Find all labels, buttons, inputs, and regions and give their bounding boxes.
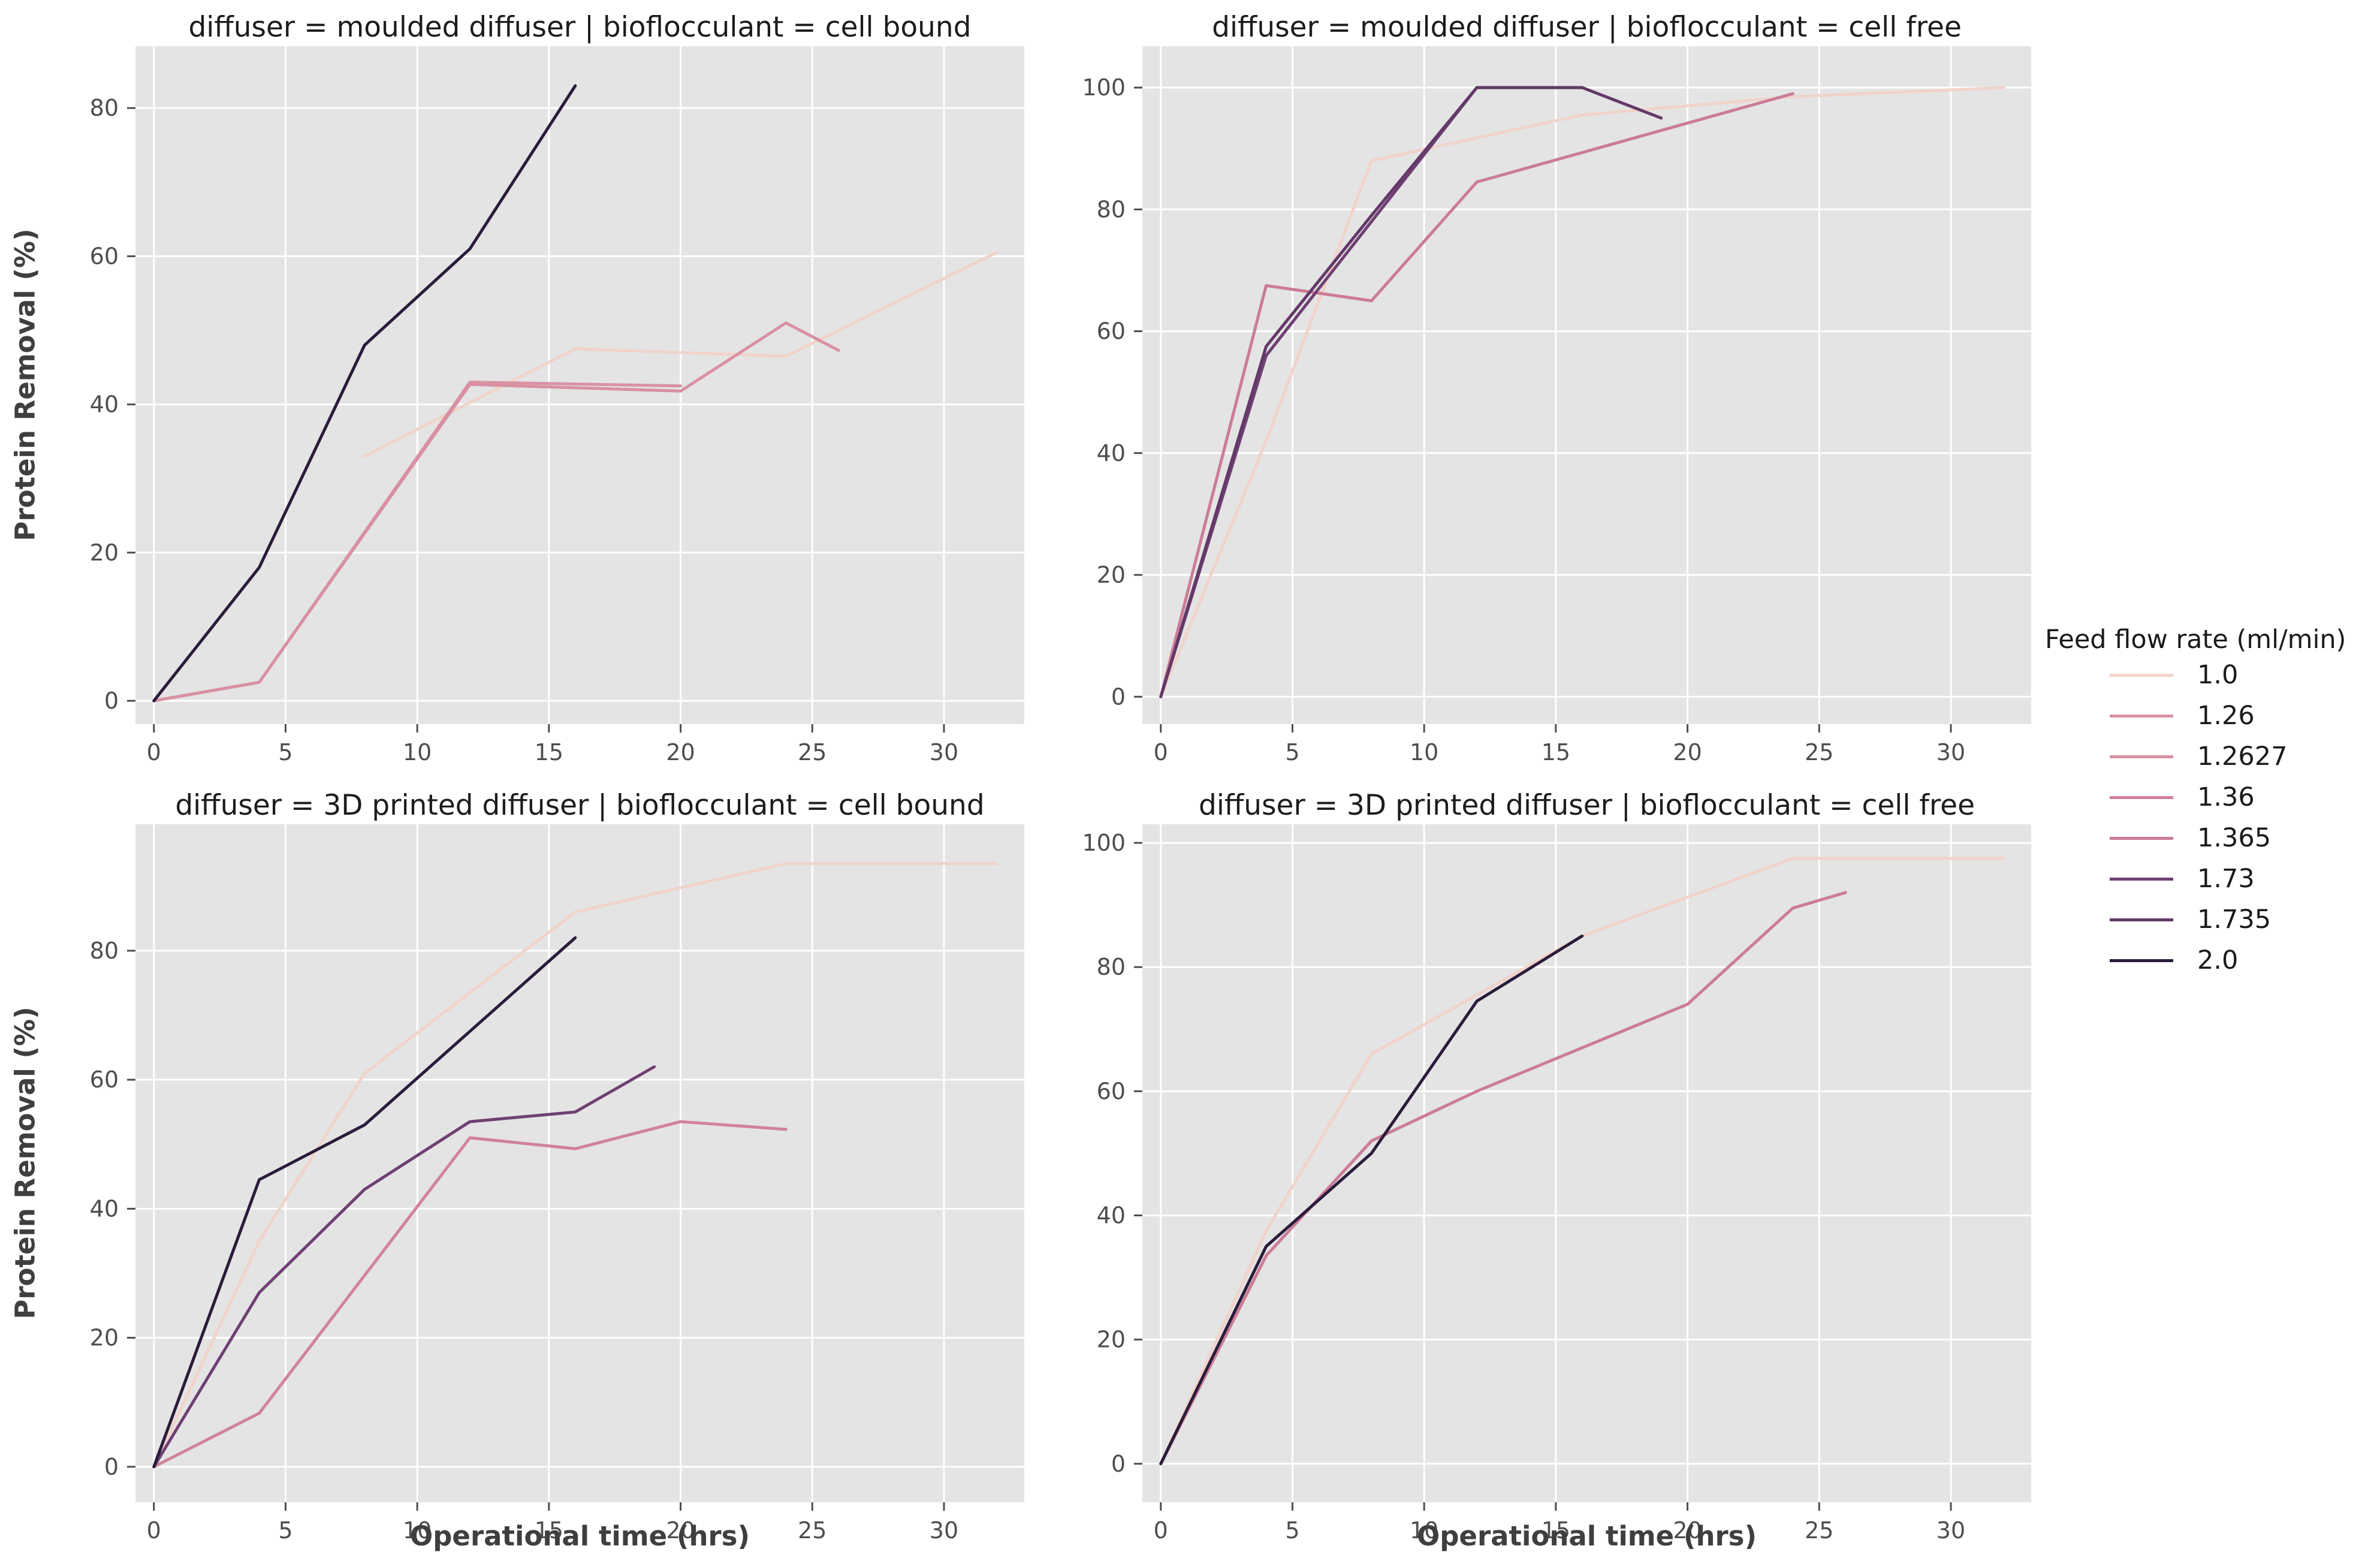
legend-line-swatch [2110, 714, 2173, 718]
legend-entries: 1.0 1.26 1.2627 1.36 1.365 1.73 1.735 2.0 [2045, 655, 2380, 981]
legend-line-swatch [2110, 836, 2173, 840]
svg-text:10: 10 [403, 739, 432, 766]
svg-text:25: 25 [798, 739, 826, 766]
svg-text:80: 80 [90, 938, 119, 964]
svg-text:40: 40 [90, 391, 119, 418]
facet-title-3dprinted-cell-bound: diffuser = 3D printed diffuser | biofloc… [175, 789, 985, 822]
legend-entry: 2.0 [2045, 940, 2380, 981]
legend-entry-label: 1.735 [2197, 905, 2272, 935]
svg-text:30: 30 [930, 1517, 958, 1544]
svg-text:60: 60 [90, 1066, 119, 1093]
legend-entry: 1.2627 [2045, 736, 2380, 777]
legend-entry: 1.73 [2045, 858, 2380, 899]
svg-text:5: 5 [1285, 739, 1299, 766]
svg-text:80: 80 [90, 95, 119, 121]
legend-entry: 1.735 [2045, 899, 2380, 940]
svg-text:10: 10 [1410, 739, 1438, 766]
legend-line-swatch [2110, 795, 2173, 799]
svg-text:0: 0 [147, 739, 161, 766]
legend-entry-label: 1.0 [2197, 660, 2239, 690]
svg-text:20: 20 [1673, 1517, 1702, 1544]
svg-text:10: 10 [1410, 1517, 1438, 1544]
svg-text:0: 0 [104, 1454, 119, 1480]
svg-text:20: 20 [1097, 1327, 1126, 1353]
legend-entry-label: 1.26 [2197, 701, 2255, 731]
svg-text:60: 60 [1097, 1078, 1126, 1104]
x-axis-label-left: Operational time (hrs) [409, 1520, 750, 1552]
legend-entry-label: 1.2627 [2197, 742, 2288, 772]
svg-text:15: 15 [535, 739, 563, 766]
svg-text:60: 60 [90, 243, 119, 269]
svg-text:0: 0 [1154, 739, 1168, 766]
svg-text:0: 0 [147, 1517, 161, 1544]
plot-area-moulded-cell-bound: 0 5 10 15 20 25 30 0 20 40 60 80 [90, 46, 1024, 766]
plot-area-3dprinted-cell-bound: 0 5 10 15 20 25 30 0 20 40 60 80 [90, 824, 1024, 1544]
svg-text:20: 20 [666, 1517, 695, 1544]
legend-line-swatch [2110, 673, 2173, 677]
svg-text:60: 60 [1097, 318, 1126, 345]
legend-line-swatch [2110, 755, 2173, 758]
svg-text:100: 100 [1082, 74, 1126, 101]
svg-text:25: 25 [1805, 1517, 1833, 1544]
svg-text:10: 10 [403, 1517, 432, 1544]
svg-text:0: 0 [104, 688, 119, 714]
plot-area-moulded-cell-free: 0 5 10 15 20 25 30 0 20 40 60 80 100 [1082, 46, 2031, 766]
legend-entry: 1.0 [2045, 655, 2380, 695]
legend-entry: 1.365 [2045, 818, 2380, 858]
legend-entry-label: 1.73 [2197, 864, 2255, 894]
y-axis-label-bottom-row: Protein Removal (%) [9, 1006, 41, 1319]
svg-text:40: 40 [1097, 440, 1126, 466]
legend-entry-label: 2.0 [2197, 945, 2239, 975]
legend-title: Feed flow rate (ml/min) [2045, 625, 2346, 655]
svg-text:80: 80 [1097, 954, 1126, 980]
legend: Feed flow rate (ml/min) 1.0 1.26 1.2627 1.3… [2045, 625, 2380, 981]
svg-text:40: 40 [1097, 1203, 1126, 1229]
legend-entry: 1.26 [2045, 695, 2380, 736]
legend-entry-label: 1.36 [2197, 782, 2255, 812]
svg-text:30: 30 [1936, 1517, 1965, 1544]
legend-line-swatch [2110, 959, 2173, 962]
svg-text:5: 5 [278, 739, 292, 766]
svg-text:20: 20 [666, 739, 695, 766]
svg-text:40: 40 [90, 1195, 119, 1222]
svg-text:0: 0 [1111, 1451, 1126, 1477]
facet-title-moulded-cell-free: diffuser = moulded diffuser | biofloccul… [1212, 11, 1962, 44]
svg-text:100: 100 [1082, 830, 1126, 856]
svg-text:5: 5 [1285, 1517, 1299, 1544]
svg-text:80: 80 [1097, 196, 1126, 222]
svg-text:25: 25 [1805, 739, 1833, 766]
svg-text:30: 30 [930, 739, 958, 766]
legend-entry-label: 1.365 [2197, 823, 2272, 853]
svg-text:20: 20 [1097, 562, 1126, 588]
svg-text:15: 15 [1542, 1517, 1570, 1544]
svg-text:15: 15 [1542, 739, 1570, 766]
svg-text:25: 25 [798, 1517, 826, 1544]
svg-text:0: 0 [1111, 683, 1126, 710]
legend-entry: 1.36 [2045, 777, 2380, 818]
svg-text:20: 20 [90, 540, 119, 566]
facet-title-3dprinted-cell-free: diffuser = 3D printed diffuser | biofloc… [1198, 789, 1975, 822]
facet-title-moulded-cell-bound: diffuser = moulded diffuser | biofloccul… [188, 11, 972, 44]
y-axis-label-top-row: Protein Removal (%) [9, 228, 41, 541]
svg-text:0: 0 [1154, 1517, 1168, 1544]
x-axis-label-right: Operational time (hrs) [1416, 1520, 1757, 1552]
svg-text:5: 5 [278, 1517, 292, 1544]
svg-text:15: 15 [535, 1517, 563, 1544]
legend-line-swatch [2110, 918, 2173, 921]
plot-area-3dprinted-cell-free: 0 5 10 15 20 25 30 0 20 40 60 80 100 [1082, 824, 2031, 1544]
svg-text:30: 30 [1936, 739, 1965, 766]
svg-text:20: 20 [1673, 739, 1702, 766]
svg-text:20: 20 [90, 1325, 119, 1351]
legend-line-swatch [2110, 877, 2173, 881]
